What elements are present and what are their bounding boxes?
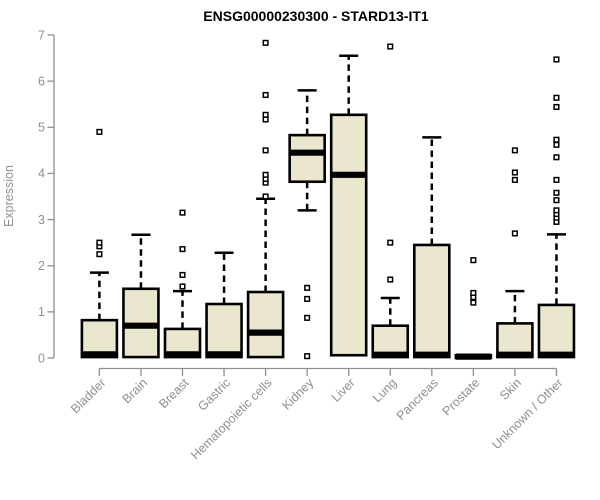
hematopoietic-cells-outlier	[262, 91, 269, 99]
boxplot-skin	[496, 147, 534, 359]
x-category-label-liver: Liver	[329, 376, 358, 405]
boxplot-liver	[329, 54, 368, 357]
y-tick-label: 1	[38, 305, 45, 319]
boxplot-pancreas	[412, 136, 451, 359]
breast-outlier	[179, 271, 186, 278]
x-category-label-hematopoietic-cells: Hematopoietic cells	[188, 376, 275, 463]
skin-outlier	[511, 176, 518, 183]
unknown-other-outlier	[553, 154, 560, 161]
pancreas-box	[412, 243, 451, 359]
x-category-label-bladder: Bladder	[68, 376, 108, 416]
unknown-other-outlier	[553, 197, 560, 204]
y-tick-label: 3	[38, 213, 45, 227]
x-category-label-lung: Lung	[370, 376, 400, 406]
prostate-outlier	[470, 257, 477, 264]
boxplot-hematopoietic-cells	[246, 39, 285, 359]
x-category-label-gastric: Gastric	[195, 376, 233, 414]
boxplot-kidney	[288, 89, 326, 360]
lung-outlier	[387, 276, 394, 283]
boxplot-lung	[371, 43, 410, 359]
boxplot-bladder	[80, 128, 119, 359]
x-category-label-brain: Brain	[120, 376, 151, 407]
hematopoietic-cells-outlier	[262, 111, 269, 118]
boxplot-gastric	[205, 251, 243, 359]
bladder-outlier	[96, 251, 103, 258]
breast-outlier	[179, 246, 186, 253]
boxplot-unknown-other	[537, 56, 576, 359]
chart-title: ENSG00000230300 - STARD13-IT1	[203, 8, 429, 24]
boxplot-breast	[163, 209, 202, 359]
unknown-other-outlier	[553, 56, 560, 63]
kidney-outlier	[304, 295, 311, 302]
bladder-box	[80, 318, 119, 359]
unknown-other-outlier	[553, 176, 560, 183]
y-tick-label: 2	[38, 259, 45, 273]
y-tick-label: 6	[38, 74, 45, 88]
unknown-other-box	[537, 303, 576, 359]
lung-outlier	[387, 43, 394, 50]
unknown-other-outlier	[553, 103, 560, 111]
boxplot-brain	[122, 233, 160, 359]
x-category-label-kidney: Kidney	[279, 375, 316, 412]
breast-outlier	[179, 283, 186, 290]
skin-outlier	[511, 230, 518, 237]
prostate-outlier	[470, 289, 477, 296]
hematopoietic-cells-box	[246, 290, 285, 359]
skin-outlier	[511, 147, 518, 154]
y-tick-label: 0	[38, 351, 45, 365]
x-category-label-skin: Skin	[497, 376, 524, 403]
hematopoietic-cells-outlier	[262, 147, 269, 154]
x-category-label-pancreas: Pancreas	[394, 376, 441, 423]
hematopoietic-cells-outlier	[262, 171, 269, 178]
unknown-other-outlier	[553, 141, 560, 148]
y-tick-label: 7	[38, 28, 45, 42]
plot-area: 0 1 2 3 4 5 6 7 Bladder Brain Breast GastricHematop…	[38, 28, 576, 463]
boxplot-prostate	[454, 257, 493, 360]
kidney-outlier	[304, 314, 311, 321]
unknown-other-outlier	[553, 136, 560, 143]
hematopoietic-cells-outlier	[262, 193, 269, 200]
unknown-other-outlier	[553, 189, 560, 196]
bladder-outlier	[96, 128, 103, 135]
kidney-outlier	[304, 353, 311, 360]
x-category-label-unknown-other: Unknown / Other	[489, 376, 565, 452]
y-tick-label: 5	[38, 121, 45, 135]
lung-outlier	[387, 239, 394, 246]
x-category-label-prostate: Prostate	[440, 376, 483, 419]
skin-outlier	[511, 169, 518, 176]
prostate-outlier	[470, 299, 477, 306]
y-axis-title: Expression	[2, 165, 16, 227]
kidney-outlier	[304, 284, 311, 291]
kidney-box	[288, 133, 326, 184]
y-tick-label: 4	[38, 167, 45, 181]
unknown-other-outlier	[553, 94, 560, 101]
unknown-other-outlier	[553, 207, 560, 214]
hematopoietic-cells-outlier	[262, 39, 269, 46]
bladder-outlier	[96, 239, 103, 246]
breast-outlier	[179, 209, 186, 216]
liver-box	[329, 113, 368, 357]
gastric-box	[205, 302, 243, 359]
x-category-label-breast: Breast	[156, 375, 192, 411]
skin-box	[496, 322, 534, 359]
